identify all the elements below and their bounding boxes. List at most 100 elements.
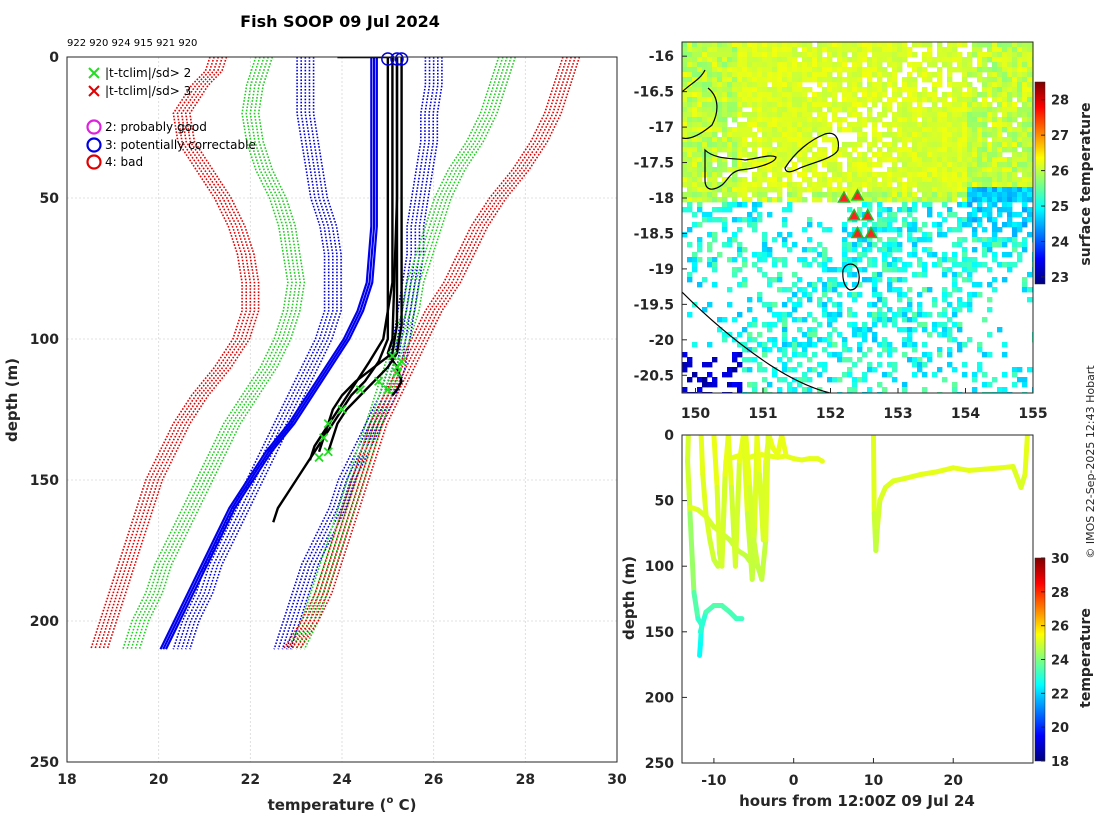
sst-cell xyxy=(822,97,828,103)
sst-cell xyxy=(862,192,868,198)
sst-cell xyxy=(807,107,813,113)
sst-cell xyxy=(787,142,793,148)
sst-cell xyxy=(947,52,953,58)
sst-cell xyxy=(957,177,963,183)
sst-cell xyxy=(812,352,818,358)
x-tick-label: 28 xyxy=(516,772,535,788)
sst-cell xyxy=(707,167,713,173)
sst-cell xyxy=(872,287,878,293)
sst-cell xyxy=(857,327,863,333)
timeseries-colorbar-tick-label: 20 xyxy=(1051,721,1069,736)
sst-cell xyxy=(1002,52,1008,58)
sst-cell xyxy=(772,127,778,133)
sst-cell xyxy=(947,47,953,53)
sst-cell xyxy=(892,237,898,243)
sst-cell xyxy=(737,92,743,98)
sst-cell xyxy=(877,352,883,358)
sst-cell xyxy=(782,217,788,223)
sst-cell xyxy=(962,177,968,183)
sst-cell xyxy=(757,362,763,368)
sst-cell xyxy=(732,232,738,238)
sst-cell xyxy=(942,197,948,203)
sst-cell xyxy=(952,162,958,168)
sst-cell xyxy=(1002,222,1008,228)
sst-cell xyxy=(782,317,788,323)
sst-cell xyxy=(912,112,918,118)
sst-cell xyxy=(907,182,913,188)
sst-cell xyxy=(777,157,783,163)
sst-cell xyxy=(732,42,738,48)
sst-cell xyxy=(752,47,758,53)
sst-cell xyxy=(857,42,863,48)
sst-cell xyxy=(792,192,798,198)
sst-cell xyxy=(782,67,788,73)
sst-cell xyxy=(877,92,883,98)
sst-cell xyxy=(852,82,858,88)
sst-cell xyxy=(967,257,973,263)
sst-cell xyxy=(1012,87,1018,93)
sst-cell xyxy=(867,277,873,283)
sst-cell xyxy=(812,122,818,128)
sst-cell xyxy=(937,262,943,268)
sst-cell xyxy=(852,162,858,168)
sst-cell xyxy=(702,382,708,388)
sst-cell xyxy=(802,137,808,143)
sst-cell xyxy=(792,67,798,73)
track-segment xyxy=(732,458,742,569)
sst-cell xyxy=(912,147,918,153)
sst-cell xyxy=(682,147,688,153)
sst-cell xyxy=(772,372,778,378)
sst-cell xyxy=(917,182,923,188)
sst-cell xyxy=(922,322,928,328)
sst-cell xyxy=(767,127,773,133)
sst-cell xyxy=(802,197,808,203)
sst-cell xyxy=(687,57,693,63)
sst-cell xyxy=(1017,72,1023,78)
sst-cell xyxy=(822,177,828,183)
sst-cell xyxy=(737,87,743,93)
sst-cell xyxy=(1007,177,1013,183)
sst-cell xyxy=(907,72,913,78)
clim-2sd-high-line xyxy=(303,57,517,650)
sst-cell xyxy=(797,362,803,368)
sst-cell xyxy=(782,62,788,68)
sst-cell xyxy=(947,107,953,113)
sst-cell xyxy=(987,332,993,338)
sst-cell xyxy=(842,252,848,258)
sst-cell xyxy=(872,172,878,178)
sst-cell xyxy=(882,197,888,203)
sst-cell xyxy=(702,102,708,108)
sst-cell xyxy=(992,77,998,83)
sst-cell xyxy=(877,222,883,228)
sst-cell xyxy=(852,182,858,188)
sst-cell xyxy=(937,222,943,228)
sst-cell xyxy=(782,77,788,83)
sst-cell xyxy=(927,42,933,48)
sst-cell xyxy=(947,152,953,158)
sst-cell xyxy=(922,162,928,168)
sst-cell xyxy=(742,92,748,98)
sst-cell xyxy=(987,182,993,188)
profile-x-axis-label: temperature (o C) xyxy=(268,795,417,814)
sst-cell xyxy=(952,167,958,173)
sst-cell xyxy=(777,187,783,193)
sst-cell xyxy=(942,177,948,183)
sst-cell xyxy=(847,267,853,273)
sst-cell xyxy=(712,192,718,198)
sst-cell xyxy=(907,62,913,68)
track-segment xyxy=(711,435,720,490)
profile-lines xyxy=(272,57,403,523)
sst-cell xyxy=(802,87,808,93)
sst-cell xyxy=(837,62,843,68)
sst-cell xyxy=(837,192,843,198)
sst-cell xyxy=(872,42,878,48)
sst-cell xyxy=(807,367,813,373)
sst-cell xyxy=(942,187,948,193)
sst-cell xyxy=(767,102,773,108)
sst-cell xyxy=(802,97,808,103)
sst-cell xyxy=(762,57,768,63)
sst-cell xyxy=(822,247,828,253)
sst-cell xyxy=(927,92,933,98)
sst-cell xyxy=(762,102,768,108)
sst-cell xyxy=(937,177,943,183)
